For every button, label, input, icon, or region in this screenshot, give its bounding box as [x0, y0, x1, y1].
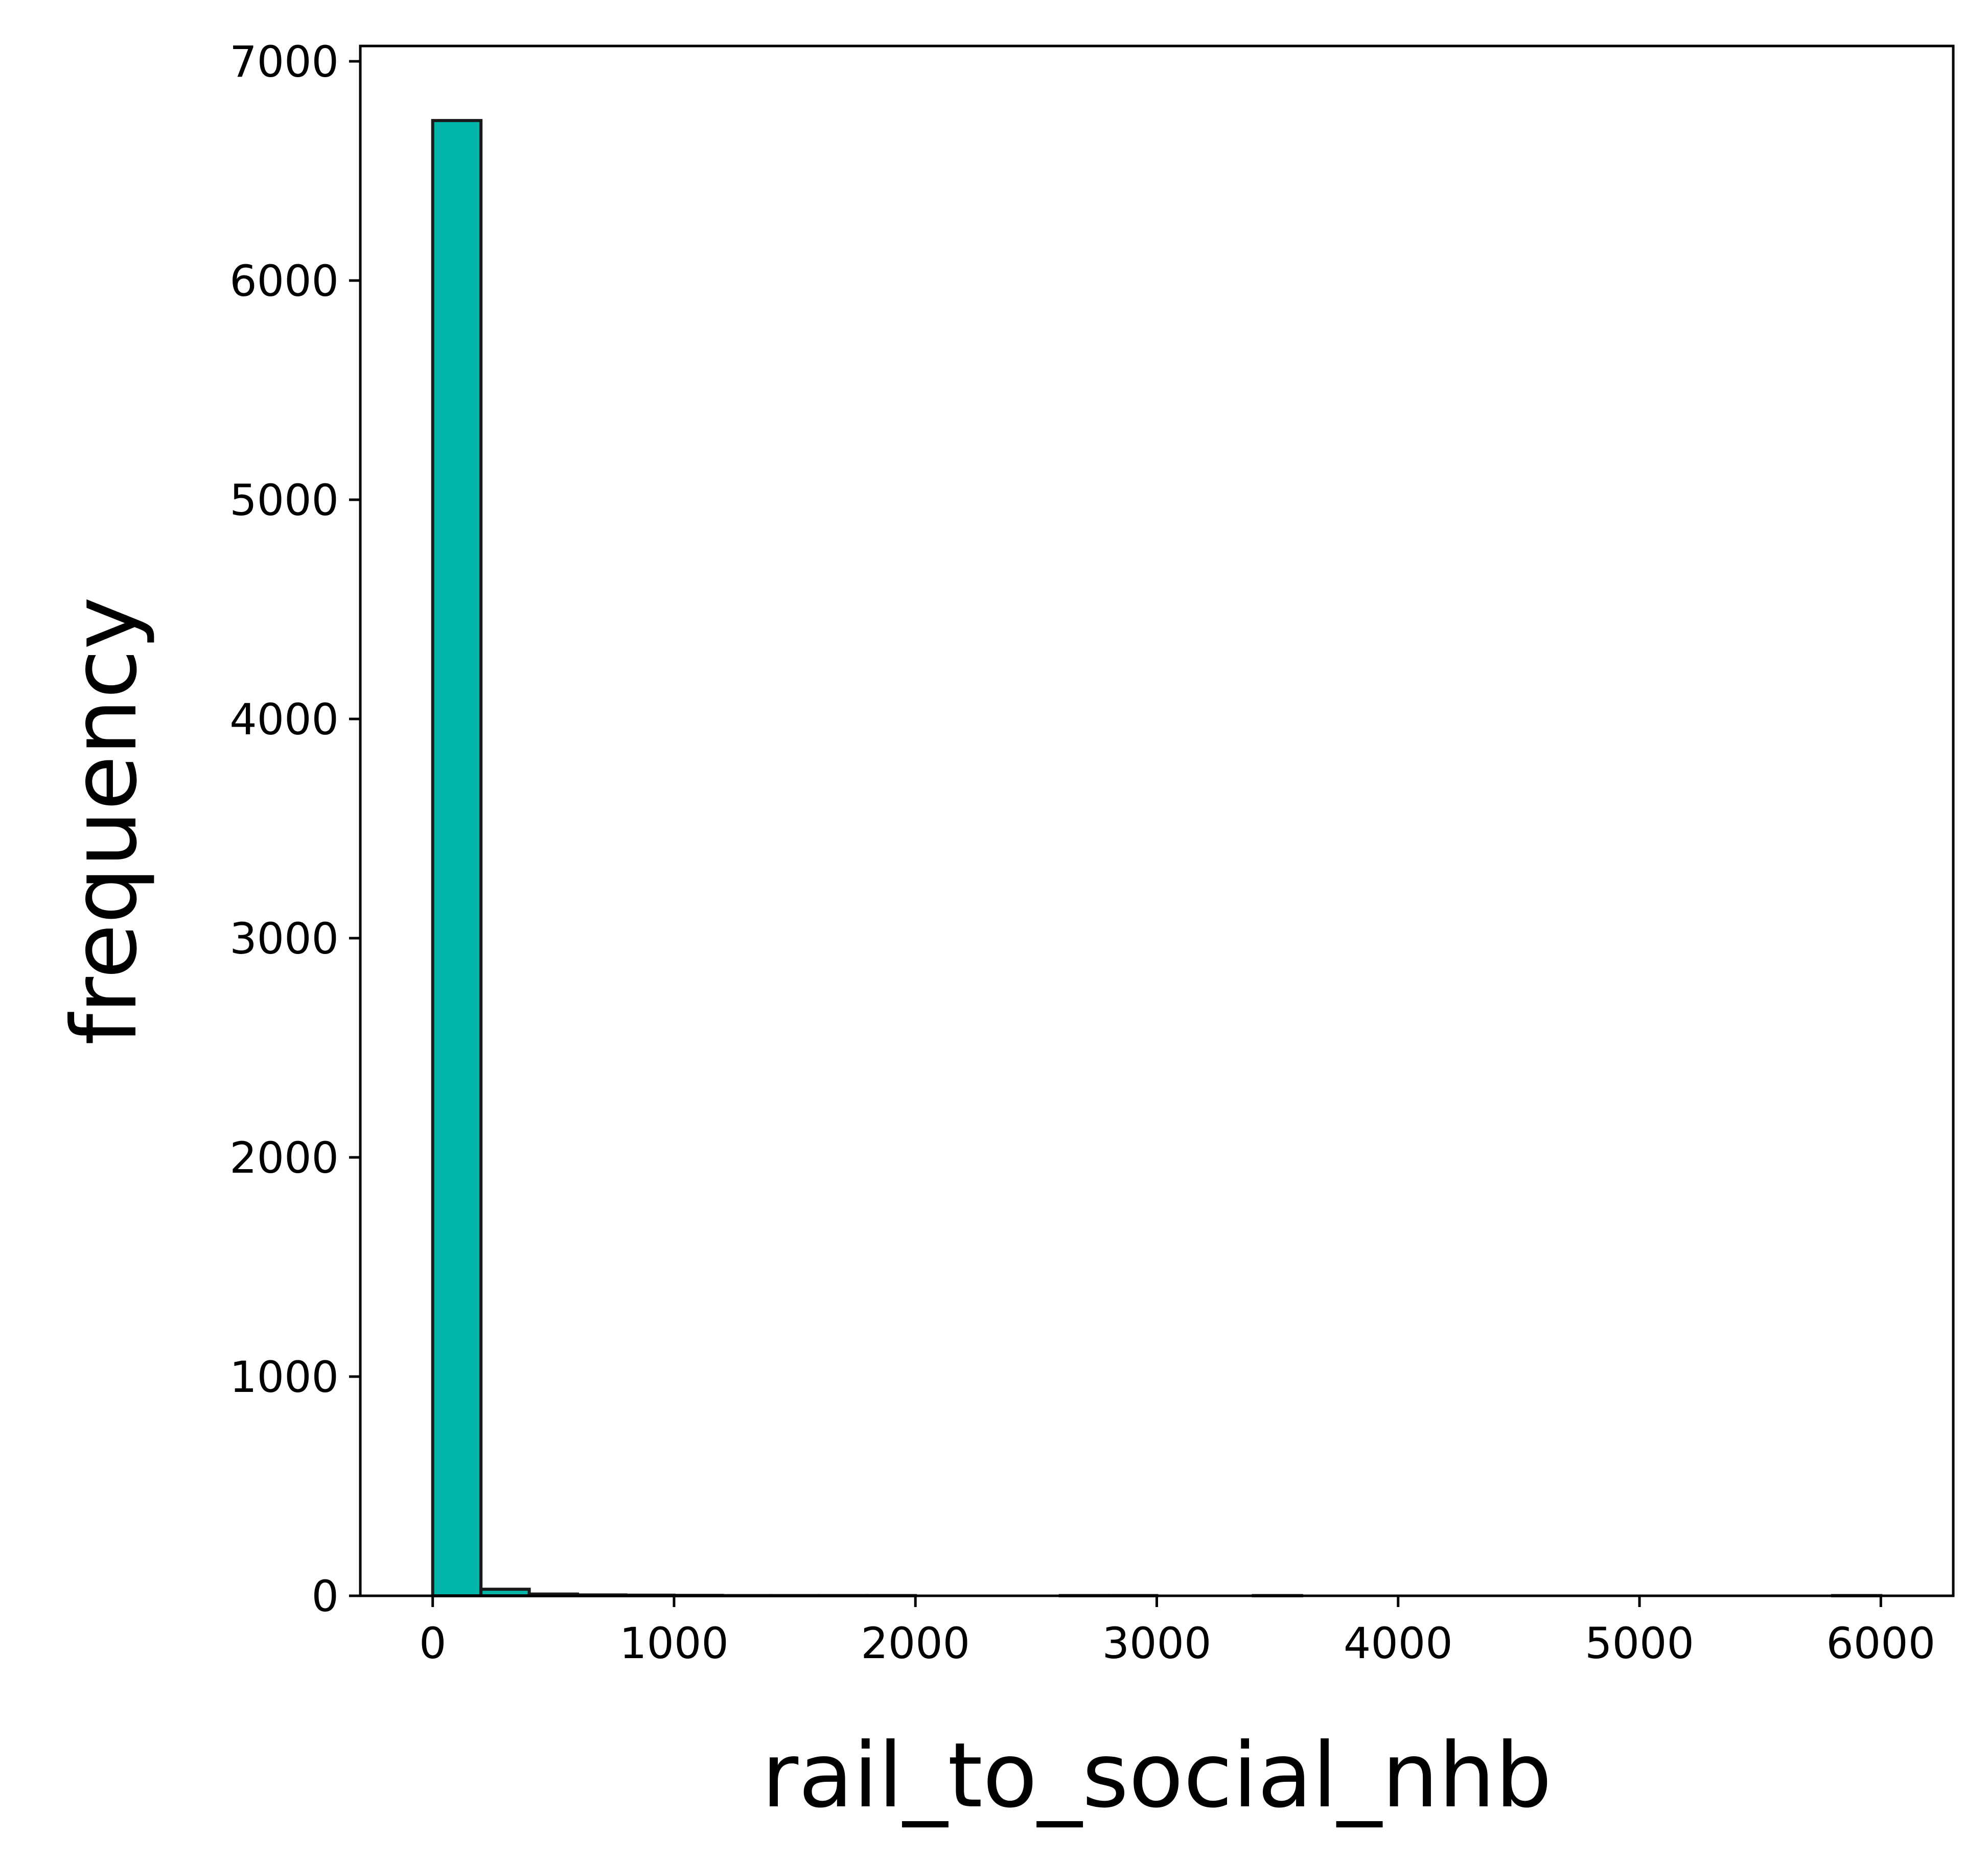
y-axis-label: frequency	[53, 597, 157, 1045]
y-tick-label: 5000	[229, 475, 339, 525]
y-tick-label: 3000	[229, 914, 339, 964]
axis-ticks: 0 1000 2000 3000 4000 5000 6000 0 1000 2000 3000 40…	[229, 37, 1935, 1668]
x-tick-label: 2000	[861, 1618, 970, 1668]
y-tick-label: 2000	[229, 1133, 339, 1183]
x-tick-label: 4000	[1344, 1618, 1453, 1668]
histogram-bar	[431, 119, 483, 1597]
x-tick-label: 3000	[1102, 1618, 1212, 1668]
y-tick-label: 1000	[229, 1352, 339, 1402]
x-tick-label: 1000	[619, 1618, 729, 1668]
x-tick-label: 0	[419, 1618, 446, 1668]
y-tick-label: 7000	[229, 37, 339, 87]
y-tick-label: 0	[312, 1571, 339, 1621]
plot-frame	[359, 44, 1955, 1597]
y-tick-label: 6000	[229, 256, 339, 306]
x-tick-label: 6000	[1826, 1618, 1935, 1668]
x-tick-label: 5000	[1585, 1618, 1694, 1668]
y-tick-label: 4000	[229, 694, 339, 745]
x-axis-label: rail_to_social_nhb	[761, 1724, 1552, 1828]
